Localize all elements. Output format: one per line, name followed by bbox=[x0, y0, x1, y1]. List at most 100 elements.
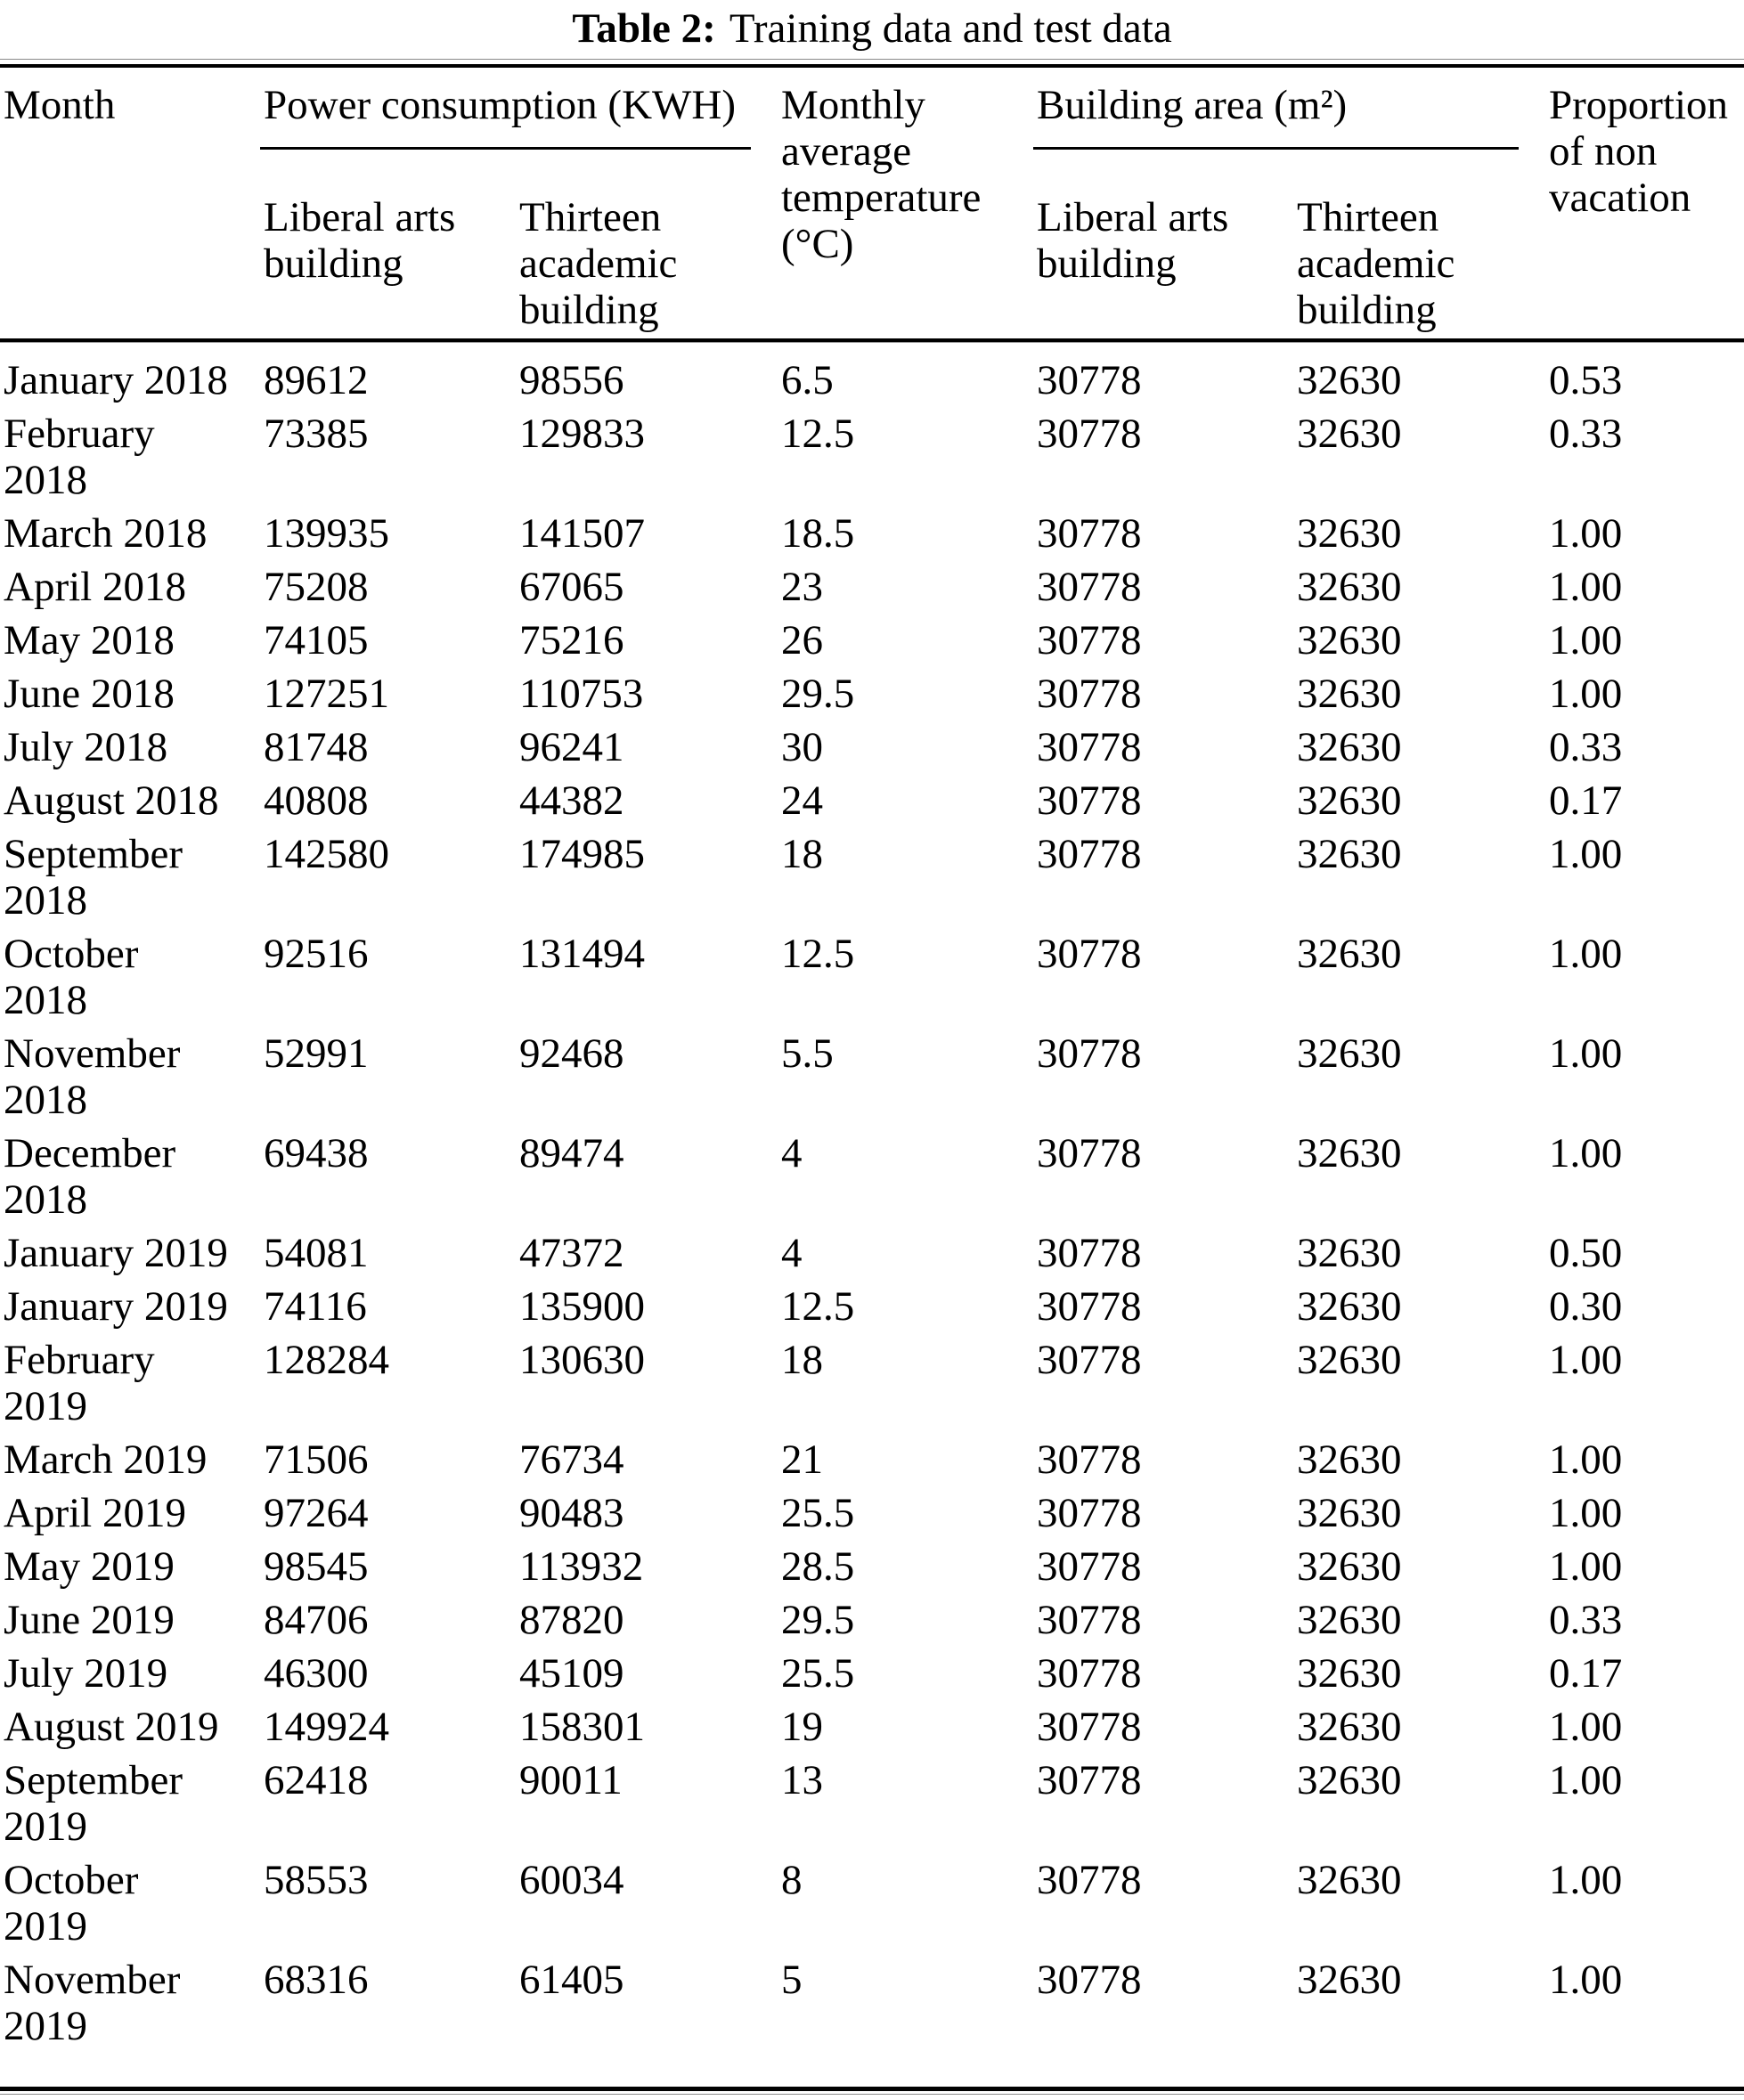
cell-proportion-non-vacation: 0.33 bbox=[1549, 1597, 1623, 1643]
cell-area-thirteen-academic: 32630 bbox=[1297, 1857, 1402, 1903]
cell-power-liberal-arts: 142580 bbox=[264, 831, 389, 877]
cell-power-thirteen-academic: 174985 bbox=[519, 831, 645, 877]
table-row: April 2018 75208 67065 23 30778 32630 1.… bbox=[0, 560, 1744, 614]
cell-month: January 2019 bbox=[4, 1283, 228, 1330]
cell-power-thirteen-academic: 89474 bbox=[519, 1130, 624, 1176]
table-row: May 2019 98545 113932 28.5 30778 32630 1… bbox=[0, 1540, 1744, 1593]
cell-proportion-non-vacation: 0.17 bbox=[1549, 1650, 1623, 1697]
cell-area-liberal-arts: 30778 bbox=[1037, 1337, 1142, 1383]
col-header-proportion-non-vacation: Proportion of non vacation bbox=[1545, 68, 1744, 342]
cell-area-thirteen-academic: 32630 bbox=[1297, 1957, 1402, 2003]
col-group-power-consumption: Power consumption (KWH) bbox=[260, 68, 778, 150]
cell-power-thirteen-academic: 61405 bbox=[519, 1957, 624, 2003]
cell-power-liberal-arts: 128284 bbox=[264, 1337, 389, 1383]
cell-power-liberal-arts: 73385 bbox=[264, 411, 369, 457]
cell-power-thirteen-academic: 90483 bbox=[519, 1490, 624, 1536]
cell-area-liberal-arts: 30778 bbox=[1037, 1650, 1142, 1697]
cell-month: January 2018 bbox=[0, 342, 260, 407]
cell-month: July 2019 bbox=[4, 1650, 168, 1697]
table-row: August 2018 40808 44382 24 30778 32630 0… bbox=[0, 774, 1744, 827]
cell-area-thirteen-academic: 32630 bbox=[1297, 1543, 1402, 1590]
cell-area-thirteen-academic: 32630 bbox=[1297, 510, 1402, 557]
cell-area-thirteen-academic: 32630 bbox=[1297, 1130, 1402, 1176]
cell-month: October 2019 bbox=[4, 1857, 139, 1949]
cell-area-thirteen-academic: 32630 bbox=[1297, 617, 1402, 663]
table-row: October 2018 92516 131494 12.5 30778 326… bbox=[0, 927, 1744, 1027]
cell-area-thirteen-academic: 32630 bbox=[1297, 411, 1402, 457]
cell-monthly-average-temperature: 29.5 bbox=[781, 671, 855, 717]
cell-power-liberal-arts: 127251 bbox=[264, 671, 389, 717]
cell-monthly-average-temperature: 28.5 bbox=[781, 1543, 855, 1590]
cell-power-liberal-arts: 98545 bbox=[264, 1543, 369, 1590]
cell-monthly-average-temperature: 18.5 bbox=[781, 510, 855, 557]
table-row: February 2019 128284 130630 18 30778 326… bbox=[0, 1333, 1744, 1433]
cell-proportion-non-vacation: 0.33 bbox=[1549, 411, 1623, 457]
header-row-groups: Month Power consumption (KWH) Monthly av… bbox=[0, 68, 1744, 342]
cell-power-liberal-arts: 52991 bbox=[264, 1030, 369, 1077]
cell-area-thirteen-academic: 32630 bbox=[1297, 1597, 1402, 1643]
cell-area-liberal-arts: 30778 bbox=[1037, 931, 1142, 977]
cell-proportion-non-vacation: 1.00 bbox=[1549, 1130, 1623, 1176]
cell-power-thirteen-academic: 130630 bbox=[519, 1337, 645, 1383]
cell-monthly-average-temperature: 12.5 bbox=[781, 411, 855, 457]
cell-month: April 2018 bbox=[4, 564, 186, 610]
cell-area-liberal-arts: 30778 bbox=[1037, 1030, 1142, 1077]
cell-proportion-non-vacation: 1.00 bbox=[1549, 831, 1623, 877]
table-row: January 2018 89612 98556 6.5 30778 32630… bbox=[0, 342, 1744, 407]
cell-power-thirteen-academic: 47372 bbox=[519, 1230, 624, 1276]
cell-power-liberal-arts: 81748 bbox=[264, 724, 369, 770]
table-caption-text: Training data and test data bbox=[729, 5, 1172, 52]
cell-power-thirteen-academic: 87820 bbox=[519, 1597, 624, 1643]
cell-monthly-average-temperature: 24 bbox=[781, 777, 823, 824]
cell-power-thirteen-academic: 92468 bbox=[519, 1030, 624, 1077]
col-header-power-liberal-arts-building: Liberal arts building bbox=[260, 150, 516, 342]
cell-area-liberal-arts: 30778 bbox=[1037, 1490, 1142, 1536]
cell-power-thirteen-academic: 131494 bbox=[519, 931, 645, 977]
cell-monthly-average-temperature: 4 bbox=[781, 1230, 803, 1276]
cell-month: January 2019 bbox=[4, 1230, 228, 1276]
table-header: Month Power consumption (KWH) Monthly av… bbox=[0, 68, 1744, 342]
table-row: July 2019 46300 45109 25.5 30778 32630 0… bbox=[0, 1647, 1744, 1700]
col-header-area-thirteen-academic-building: Thirteen academic building bbox=[1293, 150, 1545, 342]
cell-power-thirteen-academic: 158301 bbox=[519, 1704, 645, 1750]
cell-area-thirteen-academic: 32630 bbox=[1297, 1230, 1402, 1276]
cell-area-thirteen-academic: 32630 bbox=[1297, 1283, 1402, 1330]
col-header-power-thirteen-academic-building: Thirteen academic building bbox=[516, 150, 778, 342]
cell-proportion-non-vacation: 1.00 bbox=[1549, 1543, 1623, 1590]
table-row: February 2018 73385 129833 12.5 30778 32… bbox=[0, 407, 1744, 507]
cell-area-thirteen-academic: 32630 bbox=[1297, 777, 1402, 824]
cell-power-liberal-arts: 97264 bbox=[264, 1490, 369, 1536]
cell-proportion-non-vacation: 1.00 bbox=[1549, 1704, 1623, 1750]
cell-power-thirteen-academic: 98556 bbox=[516, 342, 778, 407]
cell-monthly-average-temperature: 12.5 bbox=[781, 1283, 855, 1330]
cell-proportion-non-vacation: 0.50 bbox=[1549, 1230, 1623, 1276]
cell-area-liberal-arts: 30778 bbox=[1037, 1283, 1142, 1330]
top-thin-rule bbox=[0, 59, 1744, 60]
cell-area-liberal-arts: 30778 bbox=[1037, 1437, 1142, 1483]
cell-proportion-non-vacation: 1.00 bbox=[1549, 1957, 1623, 2003]
cell-power-thirteen-academic: 44382 bbox=[519, 777, 624, 824]
cell-month: July 2018 bbox=[4, 724, 168, 770]
table-row: January 2019 54081 47372 4 30778 32630 0… bbox=[0, 1226, 1744, 1280]
cell-power-thirteen-academic: 75216 bbox=[519, 617, 624, 663]
cell-month: February 2019 bbox=[4, 1337, 155, 1429]
cell-power-thirteen-academic: 96241 bbox=[519, 724, 624, 770]
cell-area-thirteen-academic: 32630 bbox=[1297, 564, 1402, 610]
cell-proportion-non-vacation: 1.00 bbox=[1549, 1437, 1623, 1483]
cell-area-thirteen-academic: 32630 bbox=[1297, 931, 1402, 977]
cell-power-liberal-arts: 62418 bbox=[264, 1757, 369, 1803]
cell-power-liberal-arts: 71506 bbox=[264, 1437, 369, 1483]
cell-area-thirteen-academic: 32630 bbox=[1297, 831, 1402, 877]
table-row: July 2018 81748 96241 30 30778 32630 0.3… bbox=[0, 720, 1744, 774]
table-row: May 2018 74105 75216 26 30778 32630 1.00 bbox=[0, 614, 1744, 667]
cell-power-liberal-arts: 139935 bbox=[264, 510, 389, 557]
cell-power-liberal-arts: 74105 bbox=[264, 617, 369, 663]
cell-monthly-average-temperature: 13 bbox=[781, 1757, 823, 1803]
cell-power-thirteen-academic: 76734 bbox=[519, 1437, 624, 1483]
cell-month: December 2018 bbox=[4, 1130, 176, 1223]
cell-area-liberal-arts: 30778 bbox=[1037, 1757, 1142, 1803]
cell-monthly-average-temperature: 4 bbox=[781, 1130, 803, 1176]
cell-power-thirteen-academic: 129833 bbox=[519, 411, 645, 457]
cell-area-liberal-arts: 30778 bbox=[1037, 617, 1142, 663]
